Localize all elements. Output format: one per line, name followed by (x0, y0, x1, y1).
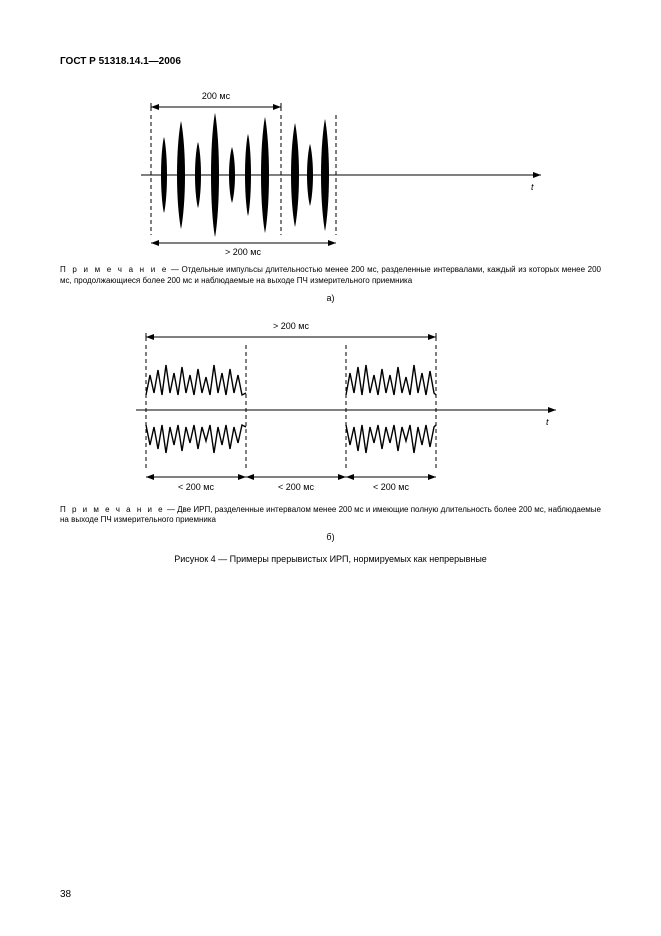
fig-b-burst-1 (146, 365, 246, 453)
figure-b-svg: > 200 мс t < 200 мс (96, 315, 566, 495)
document-header: ГОСТ Р 51318.14.1—2006 (60, 56, 601, 67)
fig-b-burst-2 (346, 365, 436, 453)
figure-b-sublabel: б) (60, 532, 601, 542)
fig-a-bottom-label: > 200 мс (225, 247, 261, 255)
fig-b-axis-label: t (546, 417, 549, 427)
figure-a-note: П р и м е ч а н и е — Отдельные импульсы… (60, 265, 601, 287)
fig-a-axis-label: t (531, 182, 534, 192)
page-number: 38 (60, 889, 71, 900)
figure-a-svg: 200 мс t (111, 85, 551, 255)
note-a-label: П р и м е ч а н и е (60, 265, 168, 274)
figure-a-container: 200 мс t (60, 85, 601, 255)
figure-b-container: > 200 мс t < 200 мс (60, 315, 601, 495)
fig-b-top-label: > 200 мс (273, 321, 309, 331)
fig-b-bl-0: < 200 мс (178, 482, 214, 492)
figure-b-note: П р и м е ч а н и е — Две ИРП, разделенн… (60, 505, 601, 527)
fig-a-top-label: 200 мс (201, 91, 230, 101)
fig-b-bl-2: < 200 мс (373, 482, 409, 492)
note-b-label: П р и м е ч а н и е (60, 505, 165, 514)
figure-a-sublabel: а) (60, 293, 601, 303)
fig-a-burst-2 (291, 119, 329, 231)
figure-caption: Рисунок 4 — Примеры прерывистых ИРП, нор… (60, 554, 601, 564)
page: ГОСТ Р 51318.14.1—2006 200 мс t (0, 0, 661, 936)
fig-b-bl-1: < 200 мс (278, 482, 314, 492)
